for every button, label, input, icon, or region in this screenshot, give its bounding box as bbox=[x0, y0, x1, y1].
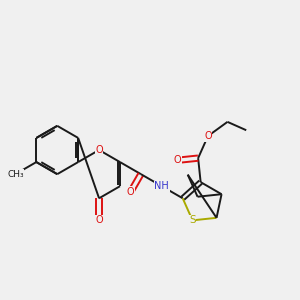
Text: CH₃: CH₃ bbox=[7, 169, 24, 178]
Text: NH: NH bbox=[154, 181, 169, 191]
Text: O: O bbox=[127, 187, 134, 197]
Text: O: O bbox=[204, 131, 212, 141]
Text: S: S bbox=[189, 215, 196, 225]
Text: O: O bbox=[95, 145, 103, 155]
Text: O: O bbox=[174, 155, 182, 165]
Text: O: O bbox=[95, 215, 103, 225]
